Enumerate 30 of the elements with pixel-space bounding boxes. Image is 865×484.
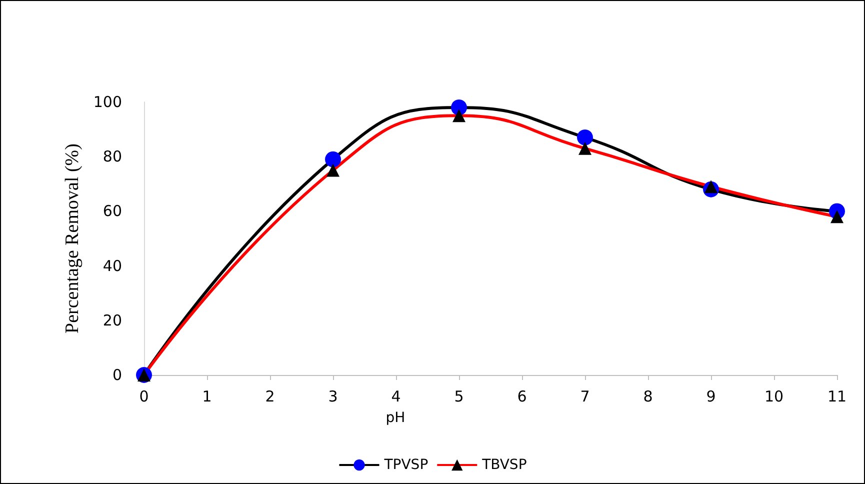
y-tick-label: 0 xyxy=(112,366,122,384)
point xyxy=(326,164,340,177)
point xyxy=(325,151,341,168)
point xyxy=(452,109,466,122)
legend-label: TBVSP xyxy=(481,457,527,473)
y-axis-title: Percentage Removal (%) xyxy=(62,144,83,334)
legend-label: TPVSP xyxy=(383,457,428,473)
point xyxy=(578,142,592,155)
x-tick-label: 1 xyxy=(202,388,212,406)
x-tick-label: 10 xyxy=(764,388,784,406)
y-tick-label: 100 xyxy=(93,93,122,111)
point xyxy=(830,210,844,224)
x-tick-label: 8 xyxy=(643,388,653,406)
x-tick-label: 2 xyxy=(265,388,275,406)
x-tick-label: 6 xyxy=(517,388,527,406)
x-tick-label: 4 xyxy=(391,388,401,406)
x-tick-label: 0 xyxy=(139,388,149,406)
x-axis-title: pH xyxy=(386,410,406,426)
x-tick-label: 3 xyxy=(328,388,338,406)
point xyxy=(704,180,718,194)
y-tick-label: 80 xyxy=(102,148,122,166)
x-tick-label: 5 xyxy=(454,388,464,406)
x-tick-label: 7 xyxy=(580,388,590,406)
x-tick-label: 11 xyxy=(827,388,847,406)
x-tick-label: 9 xyxy=(706,388,716,406)
point xyxy=(577,129,593,146)
y-tick-label: 20 xyxy=(102,311,122,330)
y-tick-label: 60 xyxy=(102,202,122,220)
point xyxy=(451,99,467,116)
y-tick-label: 40 xyxy=(102,256,122,275)
